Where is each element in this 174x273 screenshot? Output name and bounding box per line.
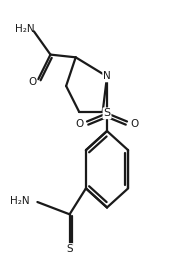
Text: H₂N: H₂N <box>10 197 29 206</box>
Text: N: N <box>103 72 111 81</box>
Text: S: S <box>66 244 73 254</box>
Text: H₂N: H₂N <box>15 25 34 34</box>
Text: O: O <box>131 119 139 129</box>
Text: O: O <box>75 119 83 129</box>
Text: S: S <box>104 108 110 118</box>
Text: O: O <box>28 77 36 87</box>
